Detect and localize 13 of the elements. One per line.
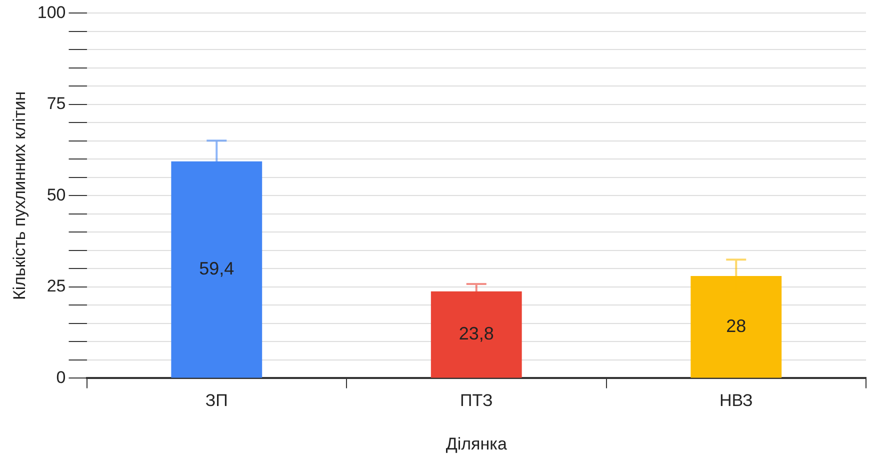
y-tick-label: 50 — [46, 185, 66, 204]
x-tick-label: НВЗ — [719, 391, 753, 410]
y-axis-title: Кількість пухлинних клітин — [10, 91, 29, 300]
x-tick-label: ЗП — [205, 391, 228, 410]
x-axis-title: Ділянка — [446, 434, 508, 454]
y-tick-label: 25 — [46, 276, 66, 296]
data-label: 23,8 — [458, 323, 494, 344]
data-label: 59,4 — [199, 258, 234, 279]
x-tick-label: ПТЗ — [460, 391, 493, 410]
y-tick-label: 100 — [37, 2, 66, 22]
data-label: 28 — [726, 316, 746, 336]
y-tick-label: 75 — [46, 94, 66, 114]
y-tick-label: 0 — [56, 368, 66, 387]
